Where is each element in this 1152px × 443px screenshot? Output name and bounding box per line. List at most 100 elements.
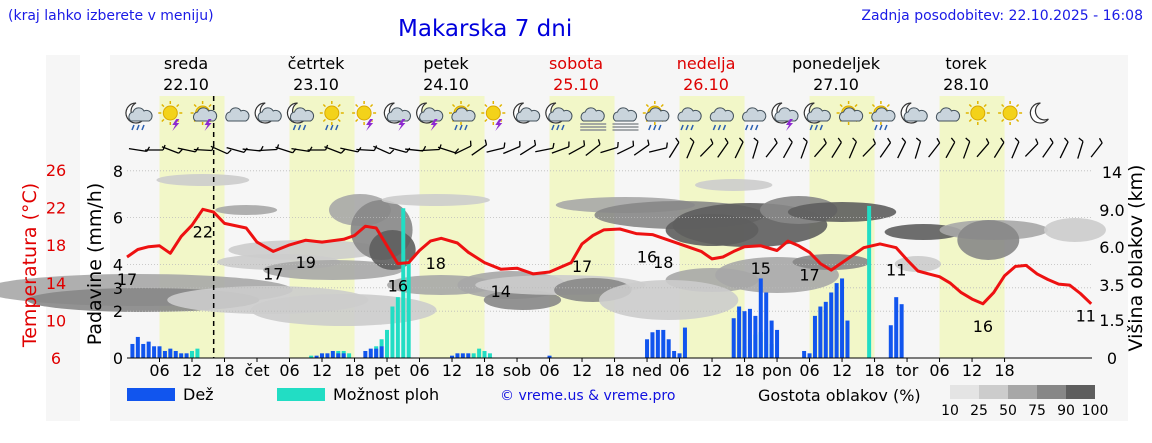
daylight-band [419, 96, 485, 358]
sun-ray [968, 103, 972, 108]
sun-thunder-icon [158, 101, 183, 131]
temperature-label: 11 [886, 261, 906, 280]
wind-barb [258, 144, 280, 152]
cloud-fog-icon [580, 107, 607, 131]
day-date: 22.10 [163, 75, 209, 94]
wind-feather [965, 137, 971, 143]
page-title: Makarska 7 dni [398, 16, 573, 42]
sun-ray [355, 118, 359, 123]
shower-legend-label: Možnost ploh [333, 385, 439, 404]
rain-bar [802, 350, 807, 358]
wind-barb [486, 142, 506, 153]
wind-shaft [976, 142, 990, 158]
sun-ray [193, 103, 197, 108]
x-tick-label: čet [245, 361, 270, 380]
day-date: 27.10 [813, 75, 859, 94]
wind-shaft [668, 142, 680, 158]
wind-barb [551, 141, 570, 154]
wind-feather [276, 144, 280, 150]
cloud-cover-blob [250, 294, 437, 326]
cloud-cover-blob [957, 220, 1020, 260]
rain-bar [737, 306, 742, 358]
cloud-cover-swatch [1037, 385, 1066, 399]
wind-feather [1098, 137, 1103, 144]
cloud-icon [935, 107, 961, 122]
wind-feather [583, 140, 586, 146]
rain-bar [162, 350, 167, 358]
wind-shaft [291, 147, 310, 153]
wind-shaft [993, 142, 1005, 158]
rain-bar [152, 346, 157, 358]
wind-barb [962, 137, 971, 159]
rain-bar [330, 350, 335, 358]
wind-feather [552, 142, 555, 149]
wind-feather [1049, 137, 1054, 143]
wind-barb [519, 139, 537, 156]
wind-shaft [699, 143, 714, 157]
sun-disc [485, 105, 501, 121]
shower-legend-swatch [277, 388, 325, 401]
wind-shaft [161, 146, 179, 154]
rain-bar [173, 350, 178, 358]
wind-barb [831, 137, 842, 158]
wind-shaft [879, 142, 892, 158]
cloud-fog-icon [612, 107, 639, 131]
wind-barb [1024, 138, 1039, 157]
shower-bar [309, 355, 314, 358]
wind-barb [928, 137, 941, 158]
x-tick-label: 06 [149, 361, 169, 380]
cloud-height-tick: 9.0 [1099, 201, 1124, 220]
rain-bar [742, 311, 747, 358]
cloud-cover-swatch [979, 385, 1008, 399]
wind-feather [1078, 137, 1084, 142]
cloud-shape [839, 107, 864, 122]
wind-feather [773, 137, 778, 144]
wind-barb [686, 137, 695, 159]
wind-shaft [437, 146, 456, 154]
sun-ray [322, 103, 326, 108]
wind-shaft [503, 145, 521, 155]
precipitation-tick: 6 [113, 209, 123, 228]
rain-bar [460, 353, 465, 358]
wind-barb [648, 142, 668, 153]
wind-feather [647, 139, 650, 145]
cloud-shape [257, 107, 282, 122]
rain-bar [829, 292, 834, 358]
wind-feather [389, 149, 395, 155]
sun-disc [356, 105, 372, 121]
wind-feather [675, 137, 680, 143]
moon-cloud-icon [513, 102, 541, 124]
wind-shaft [782, 141, 793, 159]
wind-barb [324, 146, 346, 154]
moon-thunder-icon [771, 102, 799, 131]
moon-cloud-rain-icon [803, 102, 831, 131]
cloud-shape [516, 107, 541, 122]
wind-feather [901, 137, 907, 143]
wind-shaft [633, 144, 650, 156]
wind-barb [356, 145, 378, 152]
wind-barb [421, 144, 442, 152]
x-tick-label: 06 [669, 361, 689, 380]
rain-drop [464, 124, 468, 131]
sun-ray [161, 103, 165, 108]
lightning-bolt [398, 119, 406, 131]
wind-barb [373, 145, 395, 155]
rain-bar [455, 353, 460, 358]
wind-shaft [1090, 142, 1103, 158]
x-tick-label: 06 [799, 361, 819, 380]
rain-bar [666, 339, 671, 358]
temperature-label: 22 [193, 222, 213, 241]
rain-bar [818, 306, 823, 358]
wind-barb [879, 137, 892, 158]
wind-feather [1035, 138, 1039, 144]
wind-shaft [405, 148, 424, 152]
cloud-height-tick: 1.5 [1099, 311, 1124, 330]
wind-feather [178, 148, 183, 154]
shower-bar [195, 348, 200, 358]
shower-bar [190, 350, 195, 358]
credit-text[interactable]: © vreme.us & vreme.pro [500, 388, 676, 404]
cloud-cover-blob [156, 174, 250, 186]
temperature-label: 17 [117, 270, 137, 289]
wind-shaft [1059, 141, 1069, 159]
